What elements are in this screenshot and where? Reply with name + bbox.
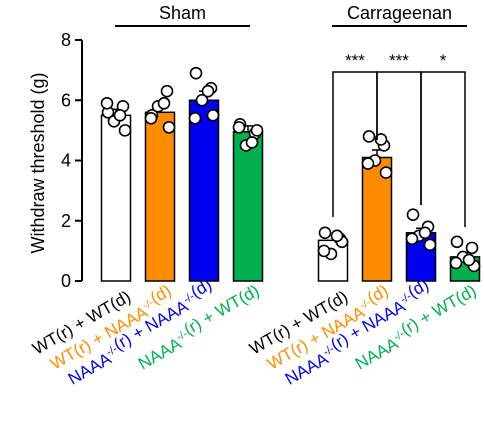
data-point — [250, 124, 264, 137]
bar — [100, 114, 132, 282]
y-axis: 0 2 4 6 8 — [61, 30, 83, 291]
data-point — [232, 121, 246, 134]
significance-label: * — [440, 51, 447, 70]
bar — [232, 131, 264, 282]
data-point — [201, 84, 215, 98]
significance-bracket: * — [420, 51, 466, 227]
data-point — [160, 84, 174, 98]
y-tick-label: 8 — [61, 30, 71, 50]
data-point — [144, 112, 158, 125]
data-point — [418, 226, 432, 240]
data-point — [406, 208, 420, 222]
group-header-label: Carrageenan — [347, 3, 452, 23]
bar-group: Sham — [100, 3, 264, 282]
data-point — [195, 93, 209, 107]
data-point — [206, 109, 220, 122]
significance-label: *** — [389, 51, 409, 70]
data-point — [374, 133, 388, 146]
y-tick-label: 6 — [61, 90, 71, 110]
data-point — [462, 253, 476, 267]
data-point — [113, 109, 127, 122]
significance-label: *** — [345, 51, 365, 70]
bar — [188, 99, 220, 282]
y-axis-label: Withdraw threshold (g) — [28, 72, 48, 253]
data-point — [317, 244, 331, 258]
data-point — [361, 157, 375, 170]
data-point — [465, 241, 479, 255]
data-point — [162, 121, 176, 134]
data-point — [118, 124, 132, 137]
significance-annotations: *** *** * — [332, 51, 466, 227]
data-point — [450, 235, 464, 249]
bar — [144, 111, 176, 282]
y-tick-label: 0 — [61, 271, 71, 291]
data-point — [318, 226, 332, 240]
category-labels: WT(r) + WT(d)WT(r) + NAAA-/-(d)NAAA-/-(r… — [29, 275, 479, 389]
bar-group: Carrageenan — [317, 3, 481, 282]
data-point — [423, 238, 437, 252]
bars: Sham Carrageenan — [100, 3, 481, 282]
data-point — [157, 96, 171, 110]
y-tick-label: 2 — [61, 211, 71, 231]
bracket-line — [420, 71, 466, 227]
data-point — [405, 232, 419, 246]
data-point — [449, 256, 463, 270]
data-point — [362, 130, 376, 143]
y-tick-label: 4 — [61, 151, 71, 171]
data-point — [245, 136, 259, 149]
data-point — [189, 66, 203, 80]
data-point — [379, 166, 393, 179]
data-point — [330, 229, 344, 243]
data-point — [100, 96, 114, 110]
data-point — [188, 112, 202, 125]
group-header-label: Sham — [159, 3, 206, 23]
